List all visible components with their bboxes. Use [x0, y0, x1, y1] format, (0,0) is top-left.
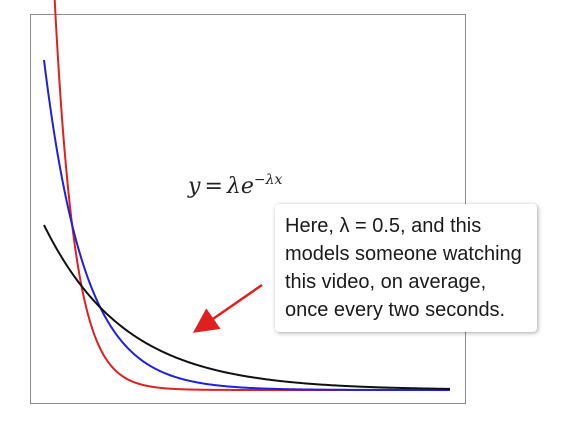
annotation-text: Here, λ = 0.5, and this models someone w…: [285, 212, 529, 324]
formula-label: y = λe−λx: [188, 172, 282, 199]
formula-lhs: y: [188, 174, 200, 199]
formula-equals: =: [200, 174, 226, 199]
formula-base: λe: [227, 174, 254, 199]
formula-exponent: −λx: [254, 172, 283, 188]
annotation-arrow: [197, 285, 262, 330]
annotation-callout: Here, λ = 0.5, and this models someone w…: [275, 204, 537, 332]
